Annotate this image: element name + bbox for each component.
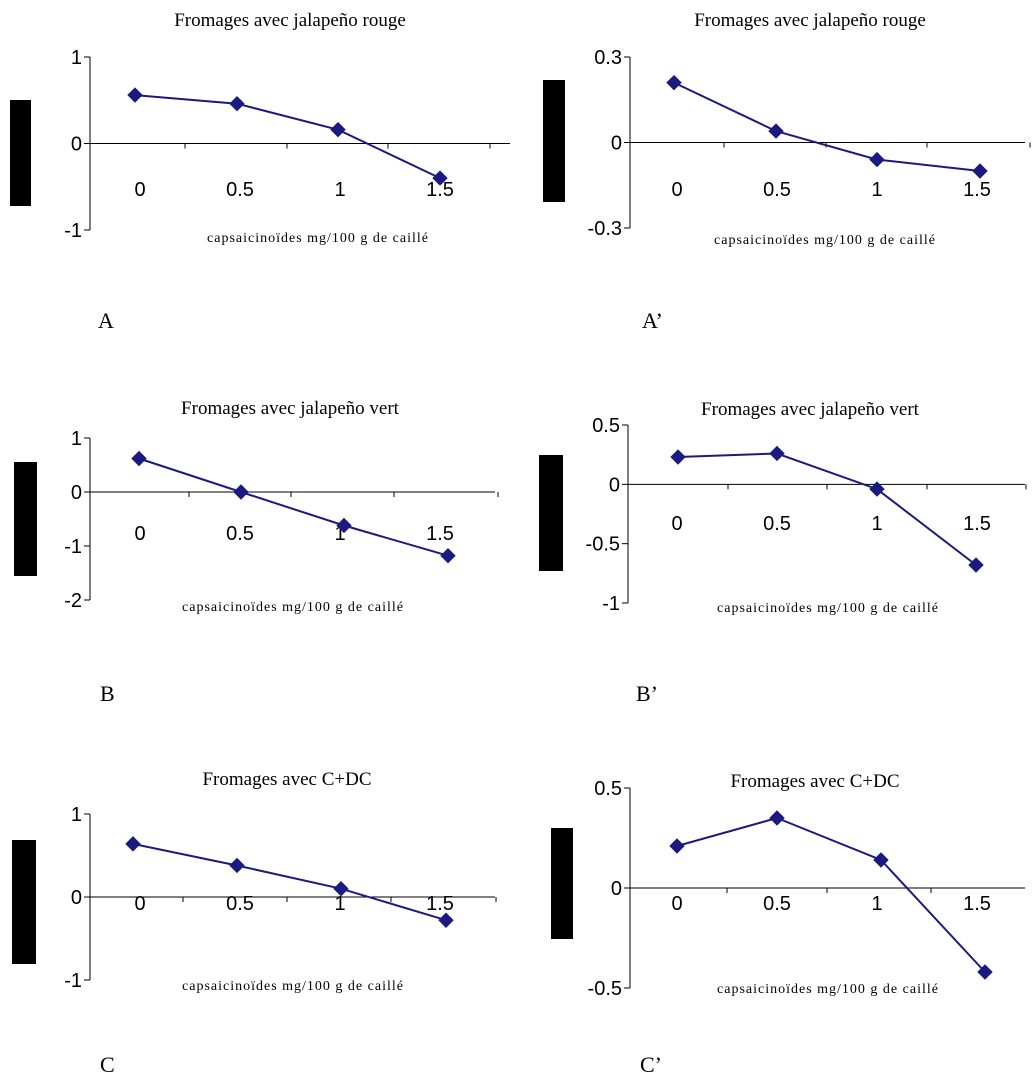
x-axis-label: capsaicinoïdes mg/100 g de caillé xyxy=(717,601,939,616)
x-axis-label: capsaicinoïdes mg/100 g de caillé xyxy=(207,231,429,246)
chart-title: Fromages avec jalapeño rouge xyxy=(174,10,406,31)
chart-title: Fromages avec jalapeño rouge xyxy=(694,10,926,31)
x-tick-label: 0.5 xyxy=(763,179,791,201)
x-tick-label: 0 xyxy=(134,523,145,545)
data-point xyxy=(331,123,345,137)
x-tick-label: 1.5 xyxy=(426,523,454,545)
x-tick-label: 0.5 xyxy=(226,523,254,545)
y-tick-label: 1 xyxy=(71,804,82,826)
data-point xyxy=(670,839,684,853)
data-point xyxy=(128,88,142,102)
panel-letter: B xyxy=(100,681,115,706)
x-tick-label: 1.5 xyxy=(963,513,991,535)
y-tick-label: 0 xyxy=(611,878,622,900)
y-tick-label: -2 xyxy=(64,590,82,612)
x-tick-label: 1 xyxy=(871,893,882,915)
x-tick-label: 1 xyxy=(334,179,345,201)
series-line xyxy=(674,83,980,171)
data-point xyxy=(770,811,784,825)
y-tick-label: 1 xyxy=(71,47,82,69)
series-line xyxy=(135,95,440,178)
y-tick-label: 0 xyxy=(609,474,620,496)
y-tick-label: -0.5 xyxy=(586,534,620,556)
chart-title: Fromages avec C+DC xyxy=(202,769,371,790)
data-point xyxy=(126,837,140,851)
y-label-box xyxy=(543,80,565,202)
data-point xyxy=(870,153,884,167)
y-tick-label: -1 xyxy=(64,220,82,242)
panel-letter: C’ xyxy=(640,1052,662,1077)
y-label-box xyxy=(551,828,573,939)
data-point xyxy=(132,452,146,466)
chart-panel-2: Fromages avec jalapeño rouge 0.3 0 -0.3 0 0.5… xyxy=(543,10,1030,333)
data-point xyxy=(234,485,248,499)
x-tick-label: 1.5 xyxy=(426,893,454,915)
x-tick-label: 0.5 xyxy=(226,893,254,915)
chart-panel-3: Fromages avec jalapeño vert 1 0 -1 -2 0 0.5 1 1.… xyxy=(14,398,498,706)
y-label-box xyxy=(10,100,31,206)
x-axis-label: capsaicinoïdes mg/100 g de caillé xyxy=(717,982,939,997)
data-point xyxy=(230,858,244,872)
data-point xyxy=(230,97,244,111)
chart-panel-1: Fromages avec jalapeño rouge 1 0 -1 0 0.5 1 1.5… xyxy=(10,10,510,333)
panel-letter: B’ xyxy=(636,681,658,706)
data-point xyxy=(439,913,453,927)
x-tick-label: 1.5 xyxy=(963,179,991,201)
x-tick-label: 0.5 xyxy=(226,179,254,201)
panel-letter: A xyxy=(98,308,114,333)
x-axis-label: capsaicinoïdes mg/100 g de caillé xyxy=(182,979,404,994)
y-tick-label: 0 xyxy=(71,482,82,504)
y-label-box xyxy=(14,462,37,576)
y-tick-label: 0.3 xyxy=(594,47,622,69)
panel-letter: C xyxy=(100,1052,115,1077)
y-tick-label: 0.5 xyxy=(592,415,620,437)
x-tick-label: 0 xyxy=(134,893,145,915)
series-line xyxy=(139,459,448,556)
y-tick-label: -1 xyxy=(602,593,620,615)
x-tick-label: 1 xyxy=(871,179,882,201)
y-tick-label: 0.5 xyxy=(594,778,622,800)
chart-panel-6: Fromages avec C+DC 0.5 0 -0.5 0 0.5 1 1.5 capsai… xyxy=(551,771,1033,1077)
y-tick-label: 1 xyxy=(71,428,82,450)
data-point xyxy=(973,164,987,178)
x-tick-label: 0.5 xyxy=(763,893,791,915)
x-tick-label: 1 xyxy=(334,893,345,915)
x-axis-label: capsaicinoïdes mg/100 g de caillé xyxy=(714,233,936,248)
chart-panel-5: Fromages avec C+DC 1 0 -1 0 0.5 1 1.5 capsaicino… xyxy=(12,769,496,1077)
data-point xyxy=(770,446,784,460)
chart-title: Fromages avec jalapeño vert xyxy=(181,398,400,419)
x-tick-label: 1.5 xyxy=(963,893,991,915)
x-axis-label: capsaicinoïdes mg/100 g de caillé xyxy=(182,600,404,615)
chart-title: Fromages avec jalapeño vert xyxy=(701,399,920,420)
y-tick-label: 0 xyxy=(611,133,622,155)
chart-title: Fromages avec C+DC xyxy=(730,771,899,792)
x-tick-label: 0 xyxy=(671,513,682,535)
series-line xyxy=(133,844,446,920)
y-tick-label: -1 xyxy=(64,970,82,992)
x-tick-label: 1 xyxy=(871,513,882,535)
series-line xyxy=(678,454,976,566)
y-tick-label: -0.5 xyxy=(588,978,622,1000)
y-tick-label: 0 xyxy=(71,134,82,156)
x-tick-label: 0 xyxy=(134,179,145,201)
y-label-box xyxy=(539,455,563,571)
x-tick-label: 0 xyxy=(671,179,682,201)
y-tick-label: -1 xyxy=(64,536,82,558)
panel-letter: A’ xyxy=(642,308,663,333)
x-tick-label: 0.5 xyxy=(763,513,791,535)
x-tick-label: 0 xyxy=(671,893,682,915)
series-line xyxy=(677,818,985,972)
chart-panel-4: Fromages avec jalapeño vert 0.5 0 -0.5 -1 0 0.… xyxy=(539,399,1026,706)
data-point xyxy=(667,76,681,90)
y-tick-label: 0 xyxy=(71,887,82,909)
y-tick-label: -0.3 xyxy=(588,218,622,240)
data-point xyxy=(671,450,685,464)
data-point xyxy=(769,124,783,138)
y-label-box xyxy=(12,840,36,964)
data-point xyxy=(441,549,455,563)
